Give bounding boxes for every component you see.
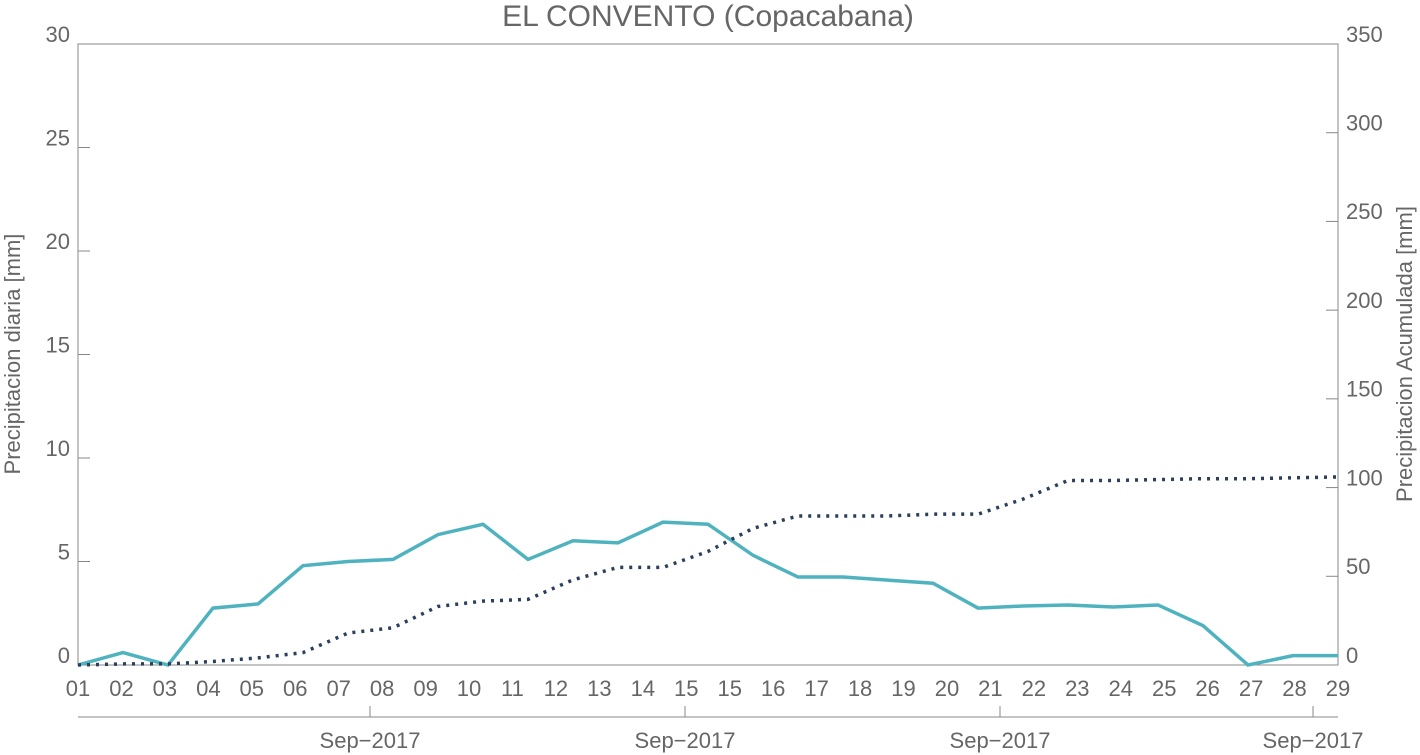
x-tick-label: 15: [674, 676, 698, 701]
x-tick-label: 26: [1195, 676, 1219, 701]
x-tick-label: 04: [196, 676, 220, 701]
x-tick-label: 02: [109, 676, 133, 701]
y-tick-label: 25: [46, 125, 70, 150]
x-tick-label: 16: [761, 676, 785, 701]
x-tick-label: 01: [66, 676, 90, 701]
x-tick-label: 15: [717, 676, 741, 701]
x-tick-label: 14: [631, 676, 655, 701]
line-series: [77, 475, 1339, 667]
x-tick-label: 19: [891, 676, 915, 701]
x-tick-label: 23: [1065, 676, 1089, 701]
plot-frame: [77, 43, 1339, 666]
x-tick-label: 22: [1022, 676, 1046, 701]
x-tick-label: 17: [804, 676, 828, 701]
x-tick-label: 20: [935, 676, 959, 701]
x-tick-label: 05: [240, 676, 264, 701]
x-tick-label: 24: [1109, 676, 1133, 701]
x-tick-label: 06: [283, 676, 307, 701]
y-tick-label: 30: [46, 22, 70, 47]
x-tick-label: 11: [501, 676, 524, 701]
chart-title: EL CONVENTO (Copacabana): [502, 0, 914, 33]
x-tick-label: 21: [978, 676, 1002, 701]
y2-tick-label: 100: [1346, 465, 1383, 490]
y2-axis-label: Precipitacion Acumulada [mm]: [1392, 206, 1417, 502]
x-tick-label: 27: [1239, 676, 1263, 701]
x-tick-label: 12: [544, 676, 568, 701]
x-tick-label: 13: [587, 676, 611, 701]
line-series: [77, 520, 1338, 667]
x-tick-label: 09: [413, 676, 437, 701]
x-tick-label: 18: [848, 676, 872, 701]
y2-tick-label: 350: [1346, 22, 1383, 47]
y-tick-label: 15: [46, 332, 70, 357]
x2-tick-label: Sep−2017: [320, 728, 421, 753]
y-axis-label: Precipitacion diaria [mm]: [0, 234, 25, 475]
y-tick-label: 0: [58, 643, 70, 668]
x2-tick-label: Sep−2017: [635, 728, 736, 753]
y-tick-label: 5: [58, 539, 70, 564]
x-tick-label: 07: [326, 676, 350, 701]
y2-tick-label: 300: [1346, 111, 1383, 136]
x2-tick-label: Sep−2017: [950, 728, 1051, 753]
y2-tick-label: 50: [1346, 554, 1370, 579]
y-tick-label: 10: [46, 436, 70, 461]
y2-tick-label: 250: [1346, 199, 1383, 224]
x-tick-label: 10: [457, 676, 481, 701]
x-tick-label: 25: [1152, 676, 1176, 701]
x-tick-label: 29: [1326, 676, 1350, 701]
x-tick-label: 03: [153, 676, 177, 701]
x2-tick-label: Sep−2017: [1263, 728, 1364, 753]
x-tick-label: 28: [1282, 676, 1306, 701]
y2-tick-label: 0: [1346, 643, 1358, 668]
y2-tick-label: 200: [1346, 288, 1383, 313]
y-tick-label: 20: [46, 229, 70, 254]
x-tick-label: 08: [370, 676, 394, 701]
y2-tick-label: 150: [1346, 377, 1383, 402]
